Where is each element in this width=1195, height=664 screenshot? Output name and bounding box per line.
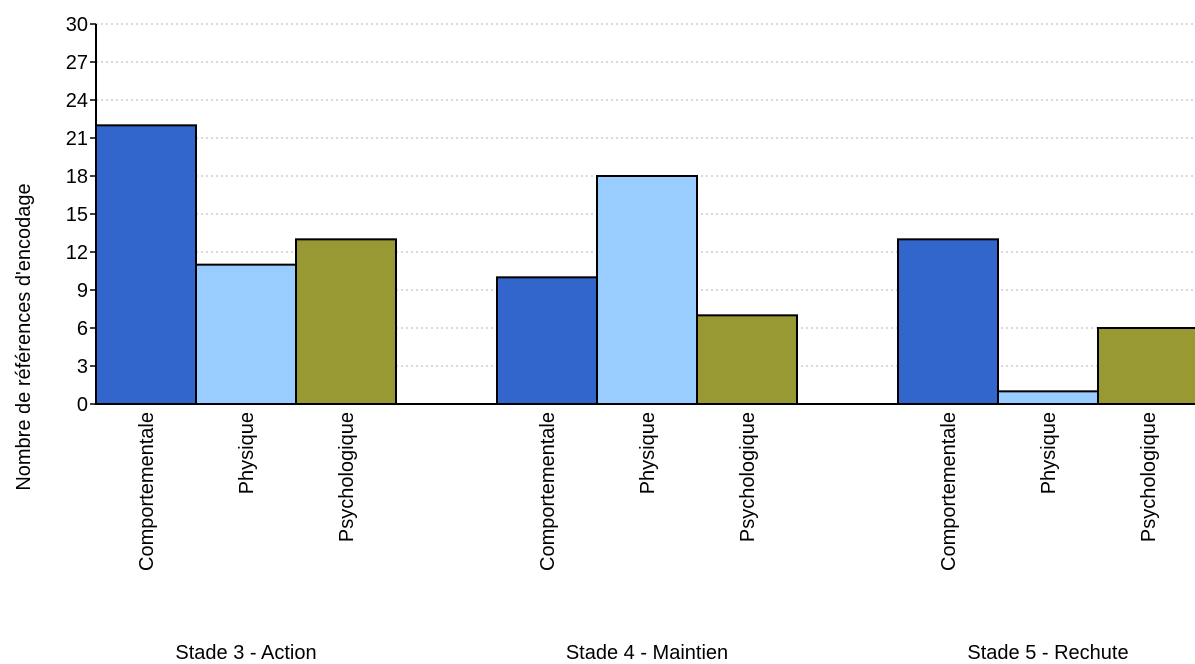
category-label: Psychologique [1138, 412, 1160, 542]
category-label: Comportementale [537, 412, 559, 571]
bar-psychologique [1097, 327, 1195, 405]
category-label: Physique [1038, 412, 1060, 494]
y-axis-title: Nombre de références d'encodage [13, 183, 35, 490]
group-label: Stade 5 - Rechute [967, 642, 1128, 664]
y-tick-labels: 0 3 6 9 12 15 18 21 24 27 30 [66, 14, 96, 416]
category-label: Comportementale [136, 412, 158, 571]
y-tick-label: 0 [77, 394, 88, 416]
y-tick-label: 30 [66, 14, 88, 36]
bar-physique [596, 175, 698, 405]
y-tick-label: 18 [66, 166, 88, 188]
category-label: Physique [236, 412, 258, 494]
y-tick-label: 3 [77, 356, 88, 378]
y-tick-label: 6 [77, 318, 88, 340]
bar-comportementale [496, 276, 598, 406]
bar-physique [997, 390, 1099, 406]
bar-psychologique [696, 314, 798, 406]
bar-comportementale [95, 124, 197, 405]
category-label: Physique [637, 412, 659, 494]
y-tick-label: 27 [66, 52, 88, 74]
category-labels: Comportementale Physique Psychologique Comp… [136, 412, 1160, 571]
y-tick-label: 12 [66, 242, 88, 264]
group-labels: Stade 3 - Action Stade 4 - Maintien Stade … [175, 642, 1128, 664]
bar-psychologique [295, 238, 397, 405]
group-label: Stade 3 - Action [175, 642, 316, 664]
y-tick-label: 21 [66, 128, 88, 150]
category-label: Psychologique [336, 412, 358, 542]
gridlines [96, 23, 1195, 367]
bar-comportementale [897, 238, 999, 405]
y-tick-label: 9 [77, 280, 88, 302]
bar-physique [195, 263, 297, 405]
category-label: Psychologique [737, 412, 759, 542]
bars [95, 124, 1195, 406]
y-tick-label: 15 [66, 204, 88, 226]
category-label: Comportementale [938, 412, 960, 571]
y-tick-label: 24 [66, 90, 88, 112]
group-label: Stade 4 - Maintien [566, 642, 728, 664]
